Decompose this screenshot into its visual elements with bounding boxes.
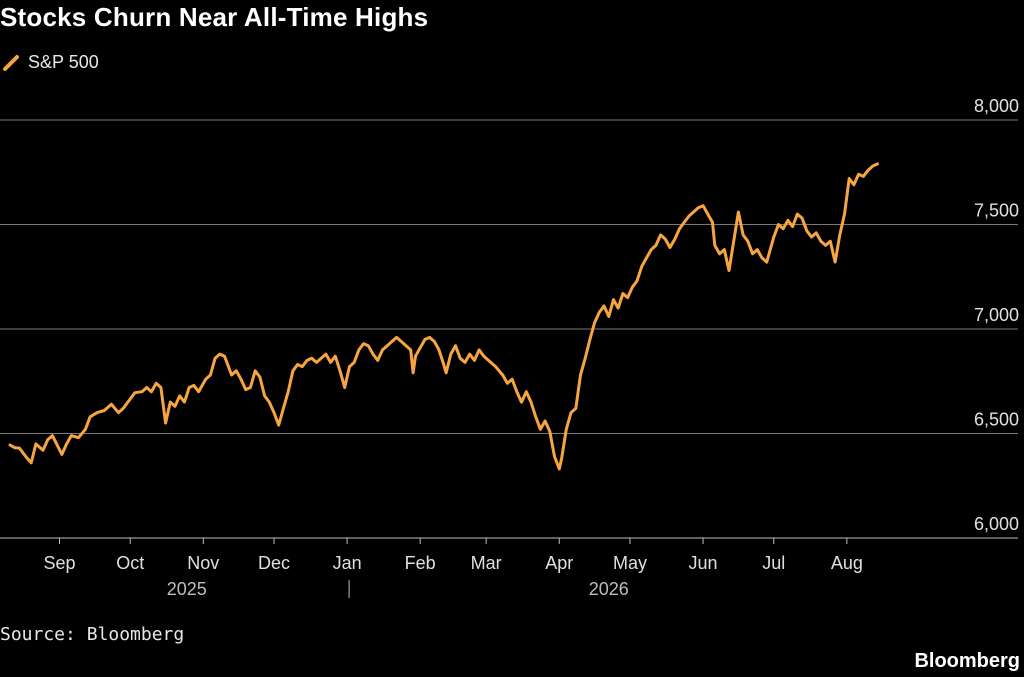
y-tick-label: 6,500 — [974, 410, 1019, 430]
chart-title: Stocks Churn Near All-Time Highs — [0, 2, 429, 32]
x-tick-label: Sep — [43, 553, 75, 573]
x-tick-label: Jan — [333, 553, 362, 573]
x-tick-label: Feb — [405, 553, 436, 573]
x-tick-label: Apr — [545, 553, 573, 573]
legend-swatch-icon — [3, 54, 19, 71]
x-tick-label: Dec — [258, 553, 290, 573]
y-tick-label: 6,000 — [974, 514, 1019, 534]
year-label: 2025 — [167, 579, 207, 599]
series-line-sp500 — [8, 162, 879, 471]
brand-logo: Bloomberg — [914, 650, 1020, 672]
legend-label: S&P 500 — [28, 52, 99, 72]
x-tick-label: Oct — [116, 553, 144, 573]
x-tick-label: Nov — [187, 553, 219, 573]
x-tick-label: Mar — [471, 553, 502, 573]
source-note: Source: Bloomberg — [0, 624, 185, 645]
y-tick-label: 7,500 — [974, 201, 1019, 221]
x-tick-label: Jun — [689, 553, 718, 573]
x-tick-label: May — [613, 553, 647, 573]
y-tick-label: 7,000 — [974, 305, 1019, 325]
year-label: 2026 — [589, 579, 629, 599]
x-tick-label: Jul — [762, 553, 785, 573]
y-tick-label: 8,000 — [974, 96, 1019, 116]
x-tick-label: Aug — [831, 553, 863, 573]
legend: S&P 500 — [2, 52, 99, 73]
